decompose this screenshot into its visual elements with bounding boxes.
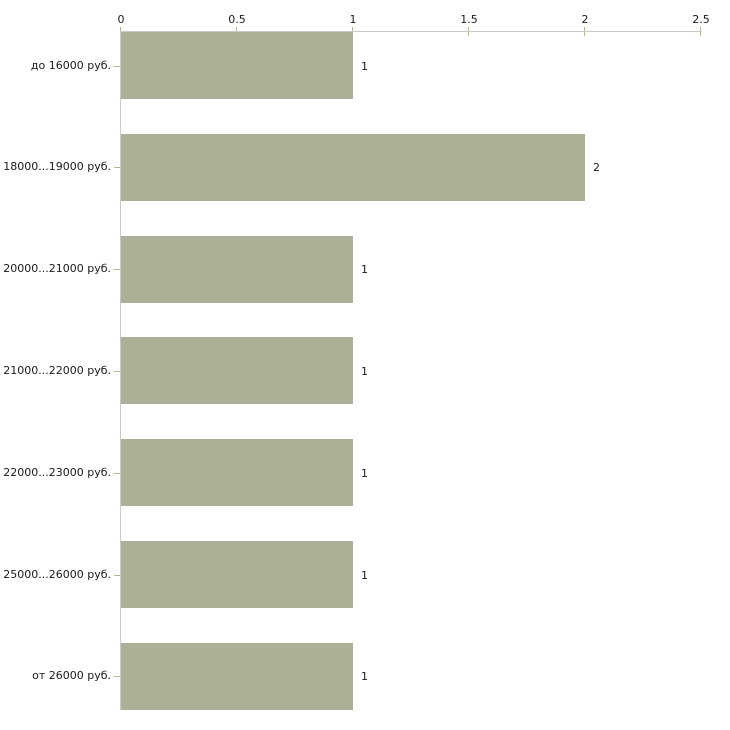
bar-value-label: 1 — [361, 263, 368, 277]
x-axis-line — [121, 31, 702, 32]
bar[interactable] — [121, 643, 353, 710]
x-axis-tick-label: 2 — [581, 13, 589, 26]
category-label: 22000...23000 руб. — [3, 465, 111, 479]
bar-value-label: 1 — [361, 466, 368, 480]
bar[interactable] — [121, 236, 353, 303]
category-tick — [114, 575, 121, 576]
bar[interactable] — [121, 32, 353, 99]
y-axis-line — [120, 31, 121, 710]
category-label: 20000...21000 руб. — [3, 262, 111, 276]
category-label: 18000...19000 руб. — [3, 160, 111, 174]
category-tick — [114, 676, 121, 677]
category-label: 21000...22000 руб. — [3, 363, 111, 377]
bar-value-label: 1 — [361, 59, 368, 73]
category-tick — [114, 167, 121, 168]
bar[interactable] — [121, 134, 585, 201]
bar[interactable] — [121, 541, 353, 608]
x-axis-tick-label: 0.5 — [228, 13, 246, 26]
bar[interactable] — [121, 337, 353, 404]
x-axis-tick-label: 1 — [349, 13, 357, 26]
category-tick — [114, 371, 121, 372]
category-label: от 26000 руб. — [32, 669, 111, 683]
bar-value-label: 1 — [361, 670, 368, 684]
x-axis-tick-label: 2.5 — [692, 13, 710, 26]
x-axis-tick-label: 0 — [117, 13, 125, 26]
bar-value-label: 2 — [593, 161, 600, 175]
category-label: 25000...26000 руб. — [3, 567, 111, 581]
x-axis-tick-label: 1.5 — [460, 13, 478, 26]
category-tick — [114, 66, 121, 67]
category-tick — [114, 269, 121, 270]
bar-value-label: 1 — [361, 364, 368, 378]
bar-value-label: 1 — [361, 568, 368, 582]
bar[interactable] — [121, 439, 353, 506]
category-tick — [114, 473, 121, 474]
category-label: до 16000 руб. — [30, 58, 111, 72]
